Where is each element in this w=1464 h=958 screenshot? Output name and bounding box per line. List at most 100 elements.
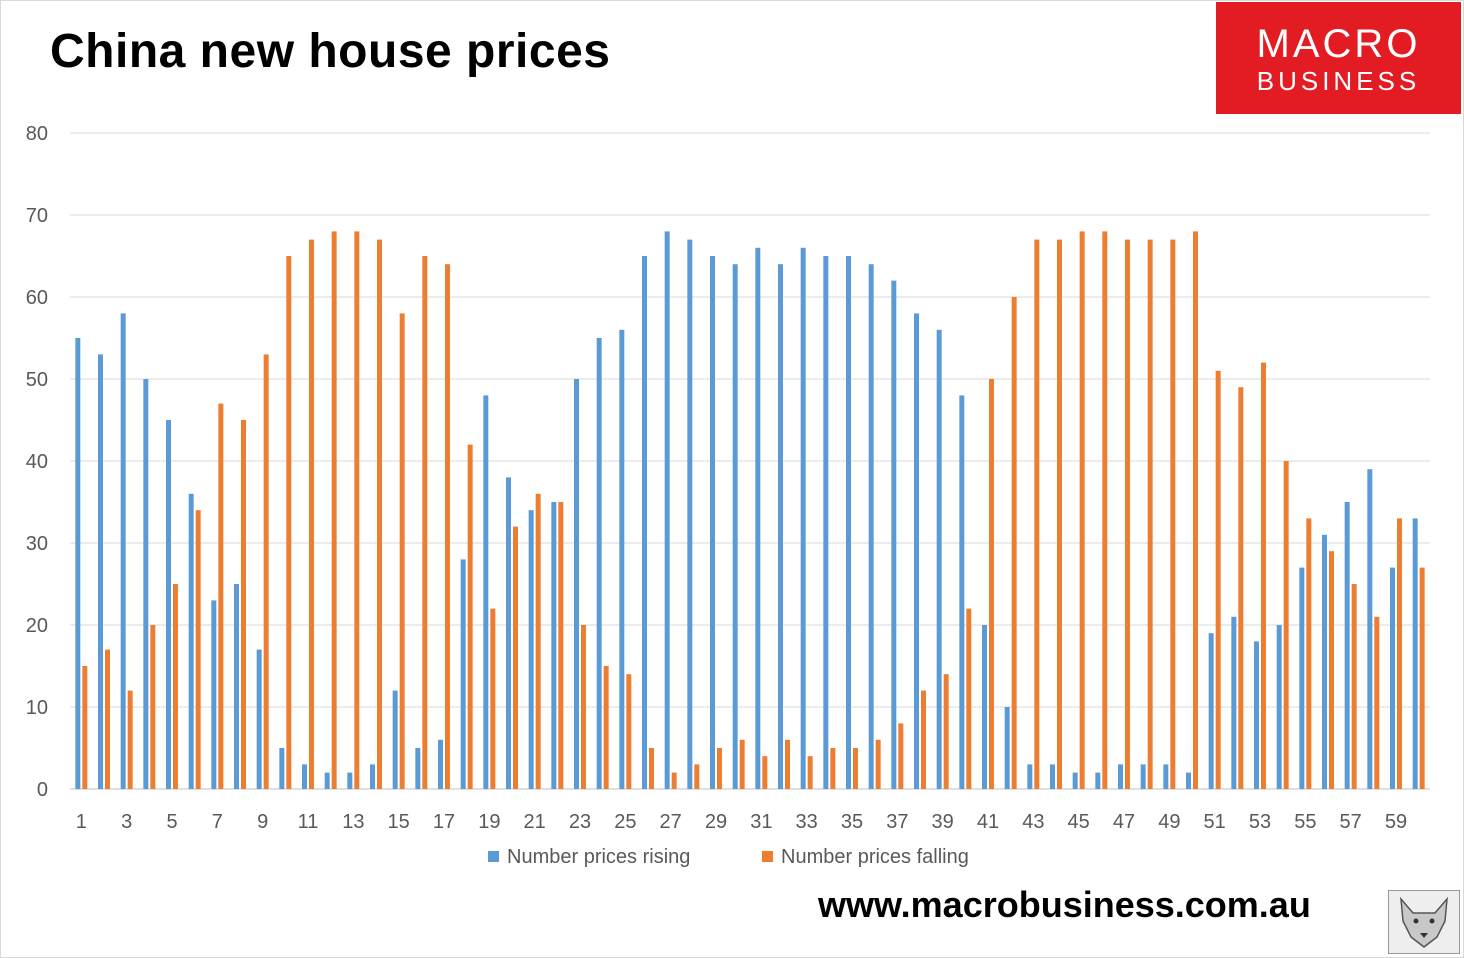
- bar-rising: [551, 502, 557, 789]
- bar-falling: [785, 739, 790, 789]
- bar-rising: [1027, 764, 1033, 789]
- bar-rising: [234, 584, 239, 789]
- bar-rising: [642, 256, 647, 789]
- bar-rising: [732, 264, 738, 789]
- bar-falling: [1011, 297, 1017, 789]
- x-tick-label: 55: [1294, 811, 1316, 833]
- x-tick-label: 11: [298, 811, 319, 833]
- bar-rising: [347, 772, 353, 789]
- bar-rising: [528, 510, 534, 789]
- bar-rising: [1050, 764, 1055, 789]
- wolf-logo-icon: [1388, 890, 1460, 954]
- bar-falling: [422, 256, 428, 789]
- bar-falling: [127, 690, 133, 789]
- bar-rising: [256, 649, 262, 789]
- bar-falling: [105, 649, 110, 789]
- x-tick-label: 47: [1113, 811, 1135, 833]
- bar-falling: [354, 231, 360, 789]
- bar-rising: [574, 379, 579, 789]
- bar-falling: [1102, 231, 1108, 789]
- legend-label-rising: Number prices rising: [507, 846, 691, 868]
- bar-rising: [1186, 772, 1191, 789]
- bar-rising: [982, 625, 987, 789]
- y-tick-label: 70: [26, 205, 48, 227]
- bar-falling: [966, 608, 972, 789]
- bar-falling: [1079, 231, 1085, 789]
- logo-line-2: BUSINESS: [1256, 66, 1421, 96]
- bar-rising: [800, 247, 806, 790]
- bar-falling: [717, 748, 722, 789]
- bar-rising: [710, 256, 715, 789]
- bar-falling: [1170, 239, 1176, 790]
- bar-falling: [1193, 231, 1198, 789]
- bar-rising: [936, 329, 942, 789]
- bar-falling: [581, 625, 586, 789]
- bar-rising: [1208, 633, 1214, 789]
- bar-falling: [1283, 461, 1289, 789]
- bar-falling: [558, 502, 564, 789]
- bar-rising: [1276, 625, 1282, 789]
- x-tick-label: 27: [660, 811, 682, 833]
- bar-falling: [1125, 239, 1130, 790]
- bar-rising: [460, 559, 466, 789]
- bar-rising: [1231, 616, 1237, 789]
- legend-item-falling: Number prices falling: [762, 846, 969, 869]
- bar-falling: [150, 625, 156, 789]
- bar-rising: [1072, 772, 1078, 789]
- bar-rising: [483, 395, 489, 789]
- x-tick-label: 33: [796, 811, 818, 833]
- bar-falling: [875, 739, 881, 789]
- bar-rising: [1254, 641, 1259, 789]
- legend-item-rising: Number prices rising: [488, 846, 690, 869]
- bar-rising: [188, 493, 194, 789]
- y-tick-label: 10: [26, 697, 48, 719]
- bar-falling: [1397, 518, 1402, 789]
- bar-falling: [921, 690, 926, 789]
- bar-falling: [218, 403, 224, 789]
- bar-rising: [1095, 772, 1101, 789]
- bar-rising: [755, 247, 761, 790]
- bar-falling: [853, 748, 858, 789]
- bar-rising: [1344, 502, 1350, 789]
- bar-falling: [309, 239, 314, 790]
- bar-falling: [331, 231, 337, 789]
- legend-swatch-rising: [488, 851, 499, 862]
- bar-falling: [1306, 518, 1312, 789]
- bar-falling: [739, 739, 745, 789]
- x-tick-label: 39: [932, 811, 954, 833]
- bar-rising: [619, 329, 625, 789]
- bar-falling: [807, 756, 813, 789]
- bar-rising: [1118, 764, 1123, 789]
- bar-rising: [211, 600, 217, 789]
- bar-falling: [762, 756, 768, 789]
- x-tick-label: 9: [257, 811, 268, 833]
- x-tick-label: 1: [76, 811, 87, 833]
- bar-falling: [1374, 616, 1380, 789]
- bar-rising: [1140, 764, 1146, 789]
- bar-falling: [989, 379, 994, 789]
- bar-falling: [1034, 239, 1040, 790]
- bar-rising: [75, 338, 81, 789]
- bar-falling: [1147, 239, 1153, 790]
- bar-rising: [778, 264, 783, 789]
- x-tick-label: 43: [1022, 811, 1044, 833]
- bar-rising: [891, 280, 897, 789]
- bar-rising: [438, 739, 443, 789]
- bar-falling: [1057, 239, 1062, 790]
- x-tick-label: 37: [886, 811, 908, 833]
- bar-rising: [1299, 567, 1305, 789]
- x-tick-label: 7: [212, 811, 223, 833]
- bar-rising: [1390, 567, 1395, 789]
- bar-rising: [846, 256, 851, 789]
- x-tick-label: 59: [1385, 811, 1407, 833]
- bar-rising: [1163, 764, 1169, 789]
- x-tick-label: 35: [841, 811, 863, 833]
- bar-rising: [823, 256, 829, 789]
- x-tick-label: 17: [433, 811, 455, 833]
- chart-title: China new house prices: [50, 25, 611, 78]
- x-tick-label: 23: [569, 811, 591, 833]
- y-tick-label: 60: [26, 287, 48, 309]
- bar-rising: [120, 313, 126, 789]
- bar-rising: [1367, 469, 1373, 789]
- x-tick-label: 5: [166, 811, 177, 833]
